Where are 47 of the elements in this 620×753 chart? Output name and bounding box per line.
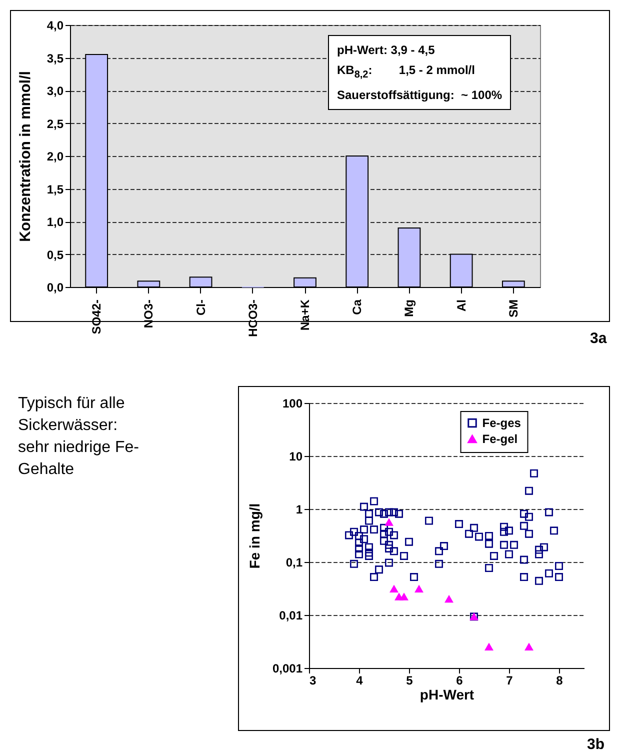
x-tick-label: 7 (506, 674, 514, 688)
legend-label: Fe-gel (482, 432, 518, 446)
point (524, 643, 534, 650)
annotation: pH-Wert: 3,9 - 4,5 (337, 43, 435, 57)
y-tick-label: 0,01 (279, 608, 303, 622)
x-tick-label: Cl- (194, 300, 208, 316)
y-tick-label: 0,5 (46, 248, 64, 262)
x-axis-title: pH-Wert (420, 686, 474, 702)
y-tick-label: 1,5 (46, 182, 64, 196)
point (414, 585, 424, 593)
point (400, 593, 408, 600)
annotation: Sauerstoffsättigung: ~ 100% (337, 88, 502, 102)
y-tick-label: 3,0 (46, 84, 64, 98)
y-tick-label: 10 (289, 450, 303, 464)
x-tick-label: 6 (456, 674, 464, 688)
x-tick-label: HCO3- (246, 300, 260, 337)
point (390, 585, 398, 593)
y-tick-label: 2,5 (46, 116, 64, 131)
x-tick-label: Na+K (298, 299, 312, 331)
point (484, 643, 494, 650)
y-tick-label: 0,1 (286, 556, 303, 570)
text: 3b (587, 736, 605, 753)
x-tick-label: Al (454, 300, 468, 312)
annotation: KB$_{8,2}$: 1,5 - 2 mmol/l (337, 63, 475, 80)
y-axis-title: Konzentration in mmol/l (16, 71, 34, 242)
y-tick-label: 4,0 (46, 18, 64, 32)
legend-label: Fe-ges (482, 416, 522, 430)
y-tick-label: 0,0 (46, 280, 64, 294)
x-tick-label: 5 (406, 674, 414, 688)
text: Typisch für alle Sickerwässer: sehr niedrige Fe-Gehalte (18, 394, 140, 480)
x-tick-label: 8 (556, 674, 564, 688)
x-tick-label: SM (506, 299, 520, 318)
y-tick-label: 3,5 (46, 51, 64, 66)
y-tick-label: 100 (282, 396, 303, 410)
x-tick-label: Mg (402, 300, 416, 317)
y-tick-label: 0,001 (272, 662, 303, 676)
point (444, 595, 454, 603)
y-axis-title: Fe in mg/l (246, 503, 262, 569)
x-tick-label: 4 (356, 674, 364, 688)
x-tick-label: SO42- (90, 300, 104, 334)
y-tick-label: 1 (296, 502, 303, 516)
x-tick-label: Ca (350, 299, 364, 315)
text: 3a (590, 330, 607, 347)
y-tick-label: 2,0 (46, 150, 64, 164)
x-tick-label: 3 (310, 674, 316, 688)
y-tick-label: 1,0 (46, 215, 64, 229)
point (384, 518, 394, 526)
